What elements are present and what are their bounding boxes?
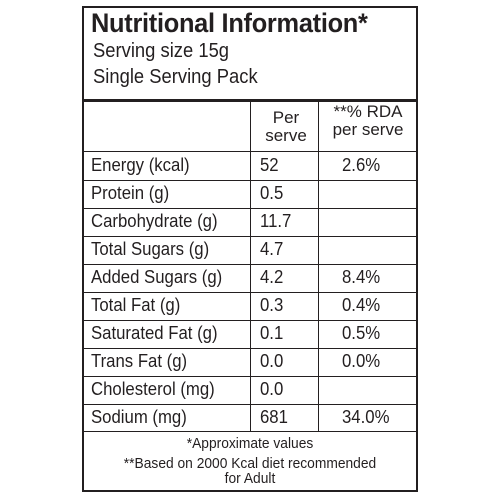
- row-divider: [84, 320, 416, 321]
- rda-value: 0.4%: [342, 295, 381, 315]
- panel-title: Nutritional Information*: [91, 8, 368, 38]
- footnote-rda-basis-cont: for Adult: [224, 470, 276, 487]
- nutrient-label: Protein (g): [91, 183, 170, 203]
- nutrient-label: Carbohydrate (g): [91, 211, 218, 231]
- rda-value: 8.4%: [342, 267, 381, 287]
- column-header-rda-line1: **% RDA: [333, 102, 403, 121]
- column-header-rda: **% RDA per serve: [324, 103, 412, 139]
- row-divider: [84, 236, 416, 237]
- footnote-rda-basis: **Based on 2000 Kcal diet recommended: [123, 455, 377, 472]
- serving-size: Serving size 15g: [93, 40, 230, 62]
- per-serve-value: 681: [260, 407, 288, 427]
- per-serve-value: 0.0: [260, 379, 284, 399]
- per-serve-value: 11.7: [260, 211, 292, 231]
- nutrient-label: Trans Fat (g): [91, 351, 188, 371]
- rda-value: 0.5%: [342, 323, 381, 343]
- rda-value: 2.6%: [342, 155, 381, 175]
- per-serve-value: 4.7: [260, 239, 284, 259]
- nutrient-label: Total Fat (g): [91, 295, 181, 315]
- row-divider: [84, 180, 416, 181]
- column-header-per-serve-line1: Per: [272, 108, 300, 127]
- rda-value: 34.0%: [342, 407, 390, 427]
- footer-divider: [84, 431, 416, 432]
- column-divider-1: [250, 101, 251, 431]
- row-divider: [84, 264, 416, 265]
- per-serve-value: 0.1: [260, 323, 284, 343]
- column-header-per-serve: Per serve: [260, 109, 312, 145]
- nutrition-panel: Nutritional Information* Serving size 15…: [82, 6, 418, 492]
- per-serve-value: 52: [260, 155, 279, 175]
- row-divider: [84, 208, 416, 209]
- nutrient-label: Sodium (mg): [91, 407, 187, 427]
- per-serve-value: 0.3: [260, 295, 284, 315]
- nutrient-label: Energy (kcal): [91, 155, 190, 175]
- nutrient-label: Total Sugars (g): [91, 239, 210, 259]
- column-header-per-serve-line2: serve: [265, 126, 307, 145]
- column-header-rda-line2: per serve: [332, 120, 404, 139]
- nutrient-label: Added Sugars (g): [91, 267, 223, 287]
- row-divider: [84, 404, 416, 405]
- rda-value: 0.0%: [342, 351, 381, 371]
- pack-type: Single Serving Pack: [93, 66, 258, 88]
- nutrient-label: Cholesterol (mg): [91, 379, 215, 399]
- per-serve-value: 0.0: [260, 351, 284, 371]
- per-serve-value: 0.5: [260, 183, 284, 203]
- column-divider-2: [318, 101, 319, 431]
- row-divider: [84, 376, 416, 377]
- row-divider: [84, 348, 416, 349]
- nutrient-label: Saturated Fat (g): [91, 323, 218, 343]
- header-divider: [84, 99, 416, 102]
- row-divider: [84, 292, 416, 293]
- footnote-approx: *Approximate values: [186, 435, 314, 452]
- per-serve-value: 4.2: [260, 267, 284, 287]
